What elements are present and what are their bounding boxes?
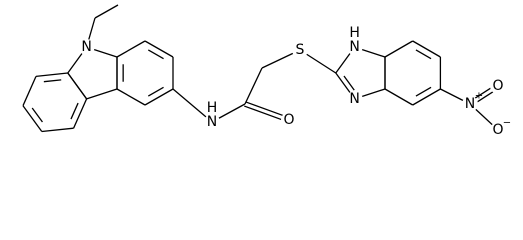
double-bond-inner: [43, 79, 62, 83]
label-bg: [281, 112, 297, 128]
double-bond: [244, 105, 289, 123]
double-bond-inner: [415, 86, 432, 97]
bond: [244, 67, 263, 105]
atom-label: N: [81, 39, 91, 55]
ring-bond: [384, 88, 414, 106]
label-bg: [490, 78, 506, 94]
double-bond-inner: [31, 107, 43, 123]
atom-label: N: [465, 96, 475, 112]
atom-label: N: [207, 114, 217, 130]
label-bg: [205, 101, 219, 115]
ring-bond: [22, 105, 43, 132]
charge-label: +: [475, 91, 483, 102]
ring-bond: [116, 40, 146, 58]
ring-bond: [35, 72, 68, 78]
double-bond-inner: [147, 49, 164, 60]
ring-bond: [384, 40, 414, 58]
label-bg: [490, 122, 506, 138]
hydrogen-label: H: [349, 25, 360, 41]
bond: [94, 4, 119, 19]
ring-bond: [73, 98, 88, 129]
ring-bond: [116, 88, 146, 106]
label-bg: [346, 90, 363, 107]
double-bond-inner: [147, 86, 164, 97]
label-bg: [292, 42, 308, 58]
ring-bond: [412, 88, 441, 106]
atom-label: N: [349, 39, 359, 55]
bonds: [22, 4, 500, 133]
label-bg: [78, 39, 95, 56]
atom-labels: N H N O S H N N N + O O −: [78, 25, 511, 138]
ring-bond: [41, 127, 74, 133]
ring-bond: [22, 76, 37, 106]
bond: [172, 88, 213, 123]
atom-label: O: [492, 122, 503, 138]
double-bond-inner: [415, 49, 432, 60]
charge-label: −: [503, 118, 511, 129]
label-bg: [346, 39, 363, 56]
structure-diagram: N H N O S H N N N + O O −: [22, 4, 511, 138]
ring-bond: [144, 88, 174, 106]
ring-bond: [86, 88, 118, 100]
hydrogen-label: H: [207, 100, 218, 116]
label-bg: [347, 26, 362, 40]
label-bg: [204, 114, 220, 130]
label-bg: [462, 96, 478, 112]
ring-bond: [144, 40, 174, 58]
atom-label: O: [283, 112, 294, 128]
atom-label: N: [349, 91, 359, 107]
double-bond-inner: [70, 102, 79, 120]
ring-bond: [67, 72, 88, 100]
atom-label: S: [296, 42, 305, 58]
atom-label: O: [492, 78, 503, 94]
double-bond-inner: [343, 75, 355, 91]
ring-bond: [412, 40, 441, 58]
double-bond: [245, 101, 290, 119]
